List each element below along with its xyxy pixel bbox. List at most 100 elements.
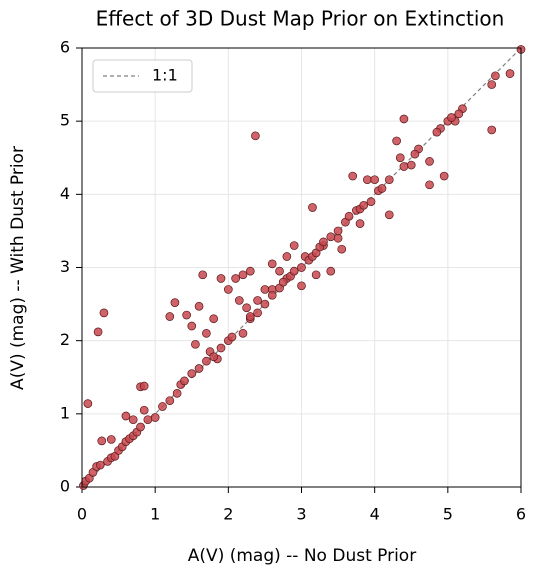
scatter-point [377, 184, 387, 193]
scatter-point [242, 303, 251, 313]
scatter-point [289, 266, 299, 276]
scatter-point [425, 157, 434, 166]
scatter-point [165, 396, 175, 406]
scatter-point [172, 388, 182, 398]
scatter-point [410, 149, 420, 159]
scatter-point [326, 232, 336, 242]
scatter-point [267, 290, 277, 300]
scatter-point [260, 285, 270, 294]
y-tick-label: 0 [60, 477, 70, 496]
scatter-point [251, 131, 260, 141]
scatter-point [121, 411, 131, 421]
scatter-point [158, 402, 167, 411]
scatter-point [370, 175, 380, 185]
scatter-point [505, 69, 515, 78]
scatter-point [399, 162, 409, 171]
scatter-point [216, 343, 226, 353]
x-tick-label: 0 [77, 505, 87, 524]
scatter-point [234, 296, 244, 305]
scatter-point [289, 241, 299, 250]
scatter-point [337, 244, 347, 254]
scatter-point [106, 435, 116, 444]
scatter-point [150, 413, 160, 422]
scatter-point [406, 160, 416, 170]
scatter-point [238, 329, 248, 338]
scatter-point [187, 321, 197, 331]
scatter-point [165, 312, 175, 321]
scatter-point [143, 415, 153, 425]
x-tick-label: 4 [370, 505, 380, 524]
scatter-point [202, 329, 211, 338]
y-tick-label: 1 [60, 403, 70, 422]
scatter-point [139, 381, 149, 391]
scatter-point [275, 266, 284, 276]
legend-label: 1:1 [152, 66, 178, 85]
scatter-point [223, 285, 233, 294]
scatter-point [326, 266, 336, 276]
scatter-point [253, 296, 262, 305]
scatter-point [231, 274, 240, 283]
scatter-point [333, 233, 343, 243]
y-tick-label: 4 [60, 184, 70, 203]
scatter-point [198, 270, 208, 280]
scatter-point [99, 308, 109, 318]
scatter-point [95, 460, 105, 470]
scatter-point [392, 136, 401, 146]
scatter-point [227, 332, 237, 342]
scatter-point [297, 263, 306, 272]
y-tick-label: 6 [60, 38, 70, 57]
y-tick-label: 2 [60, 330, 70, 349]
scatter-point [297, 281, 306, 291]
scatter-point [384, 210, 394, 220]
scatter-point [209, 314, 219, 324]
scatter-point [491, 71, 500, 81]
scatter-point [348, 171, 358, 181]
scatter-point [319, 237, 328, 247]
scatter-point [282, 252, 292, 261]
scatter-point [344, 211, 354, 221]
x-tick-label: 3 [296, 505, 306, 524]
scatter-point [93, 327, 103, 337]
scatter-point [399, 114, 409, 124]
scatter-point [238, 270, 248, 280]
scatter-point [425, 180, 434, 190]
scatter-point [359, 200, 369, 210]
scatter-point [363, 175, 372, 185]
x-axis-label: A(V) (mag) -- No Dust Prior [188, 546, 416, 566]
scatter-point [194, 301, 204, 311]
scatter-point [136, 422, 145, 432]
scatter-point [384, 175, 394, 185]
scatter-point [180, 376, 189, 386]
scatter-point [245, 266, 255, 276]
y-axis-label: A(V) (mag) -- With Dust Prior [8, 146, 28, 390]
y-tick-label: 5 [60, 111, 70, 130]
x-tick-label: 5 [443, 505, 453, 524]
scatter-point [194, 364, 204, 373]
x-tick-label: 1 [150, 505, 160, 524]
y-tick-label: 3 [60, 257, 70, 276]
scatter-point [487, 125, 497, 135]
scatter-point [267, 259, 277, 269]
scatter-point [311, 270, 321, 280]
x-tick-label: 2 [223, 505, 233, 524]
scatter-point [432, 127, 442, 137]
scatter-point [366, 197, 376, 206]
scatter-point [253, 308, 262, 318]
scatter-point [333, 226, 343, 236]
scatter-point [447, 113, 456, 122]
scatter-point [191, 339, 200, 349]
scatter-point [487, 80, 497, 89]
scatter-point [439, 171, 449, 181]
scatter-point [395, 153, 405, 163]
scatter-point [128, 415, 138, 425]
scatter-point [139, 405, 149, 415]
scatter-point [182, 310, 191, 320]
scatter-point [308, 203, 317, 212]
legend-box [92, 59, 193, 93]
chart-title: Effect of 3D Dust Map Prior on Extinctio… [96, 7, 505, 31]
scatter-point [170, 298, 180, 307]
scatter-point [83, 399, 93, 408]
scatter-point [216, 274, 226, 283]
scatter-point [260, 299, 270, 309]
